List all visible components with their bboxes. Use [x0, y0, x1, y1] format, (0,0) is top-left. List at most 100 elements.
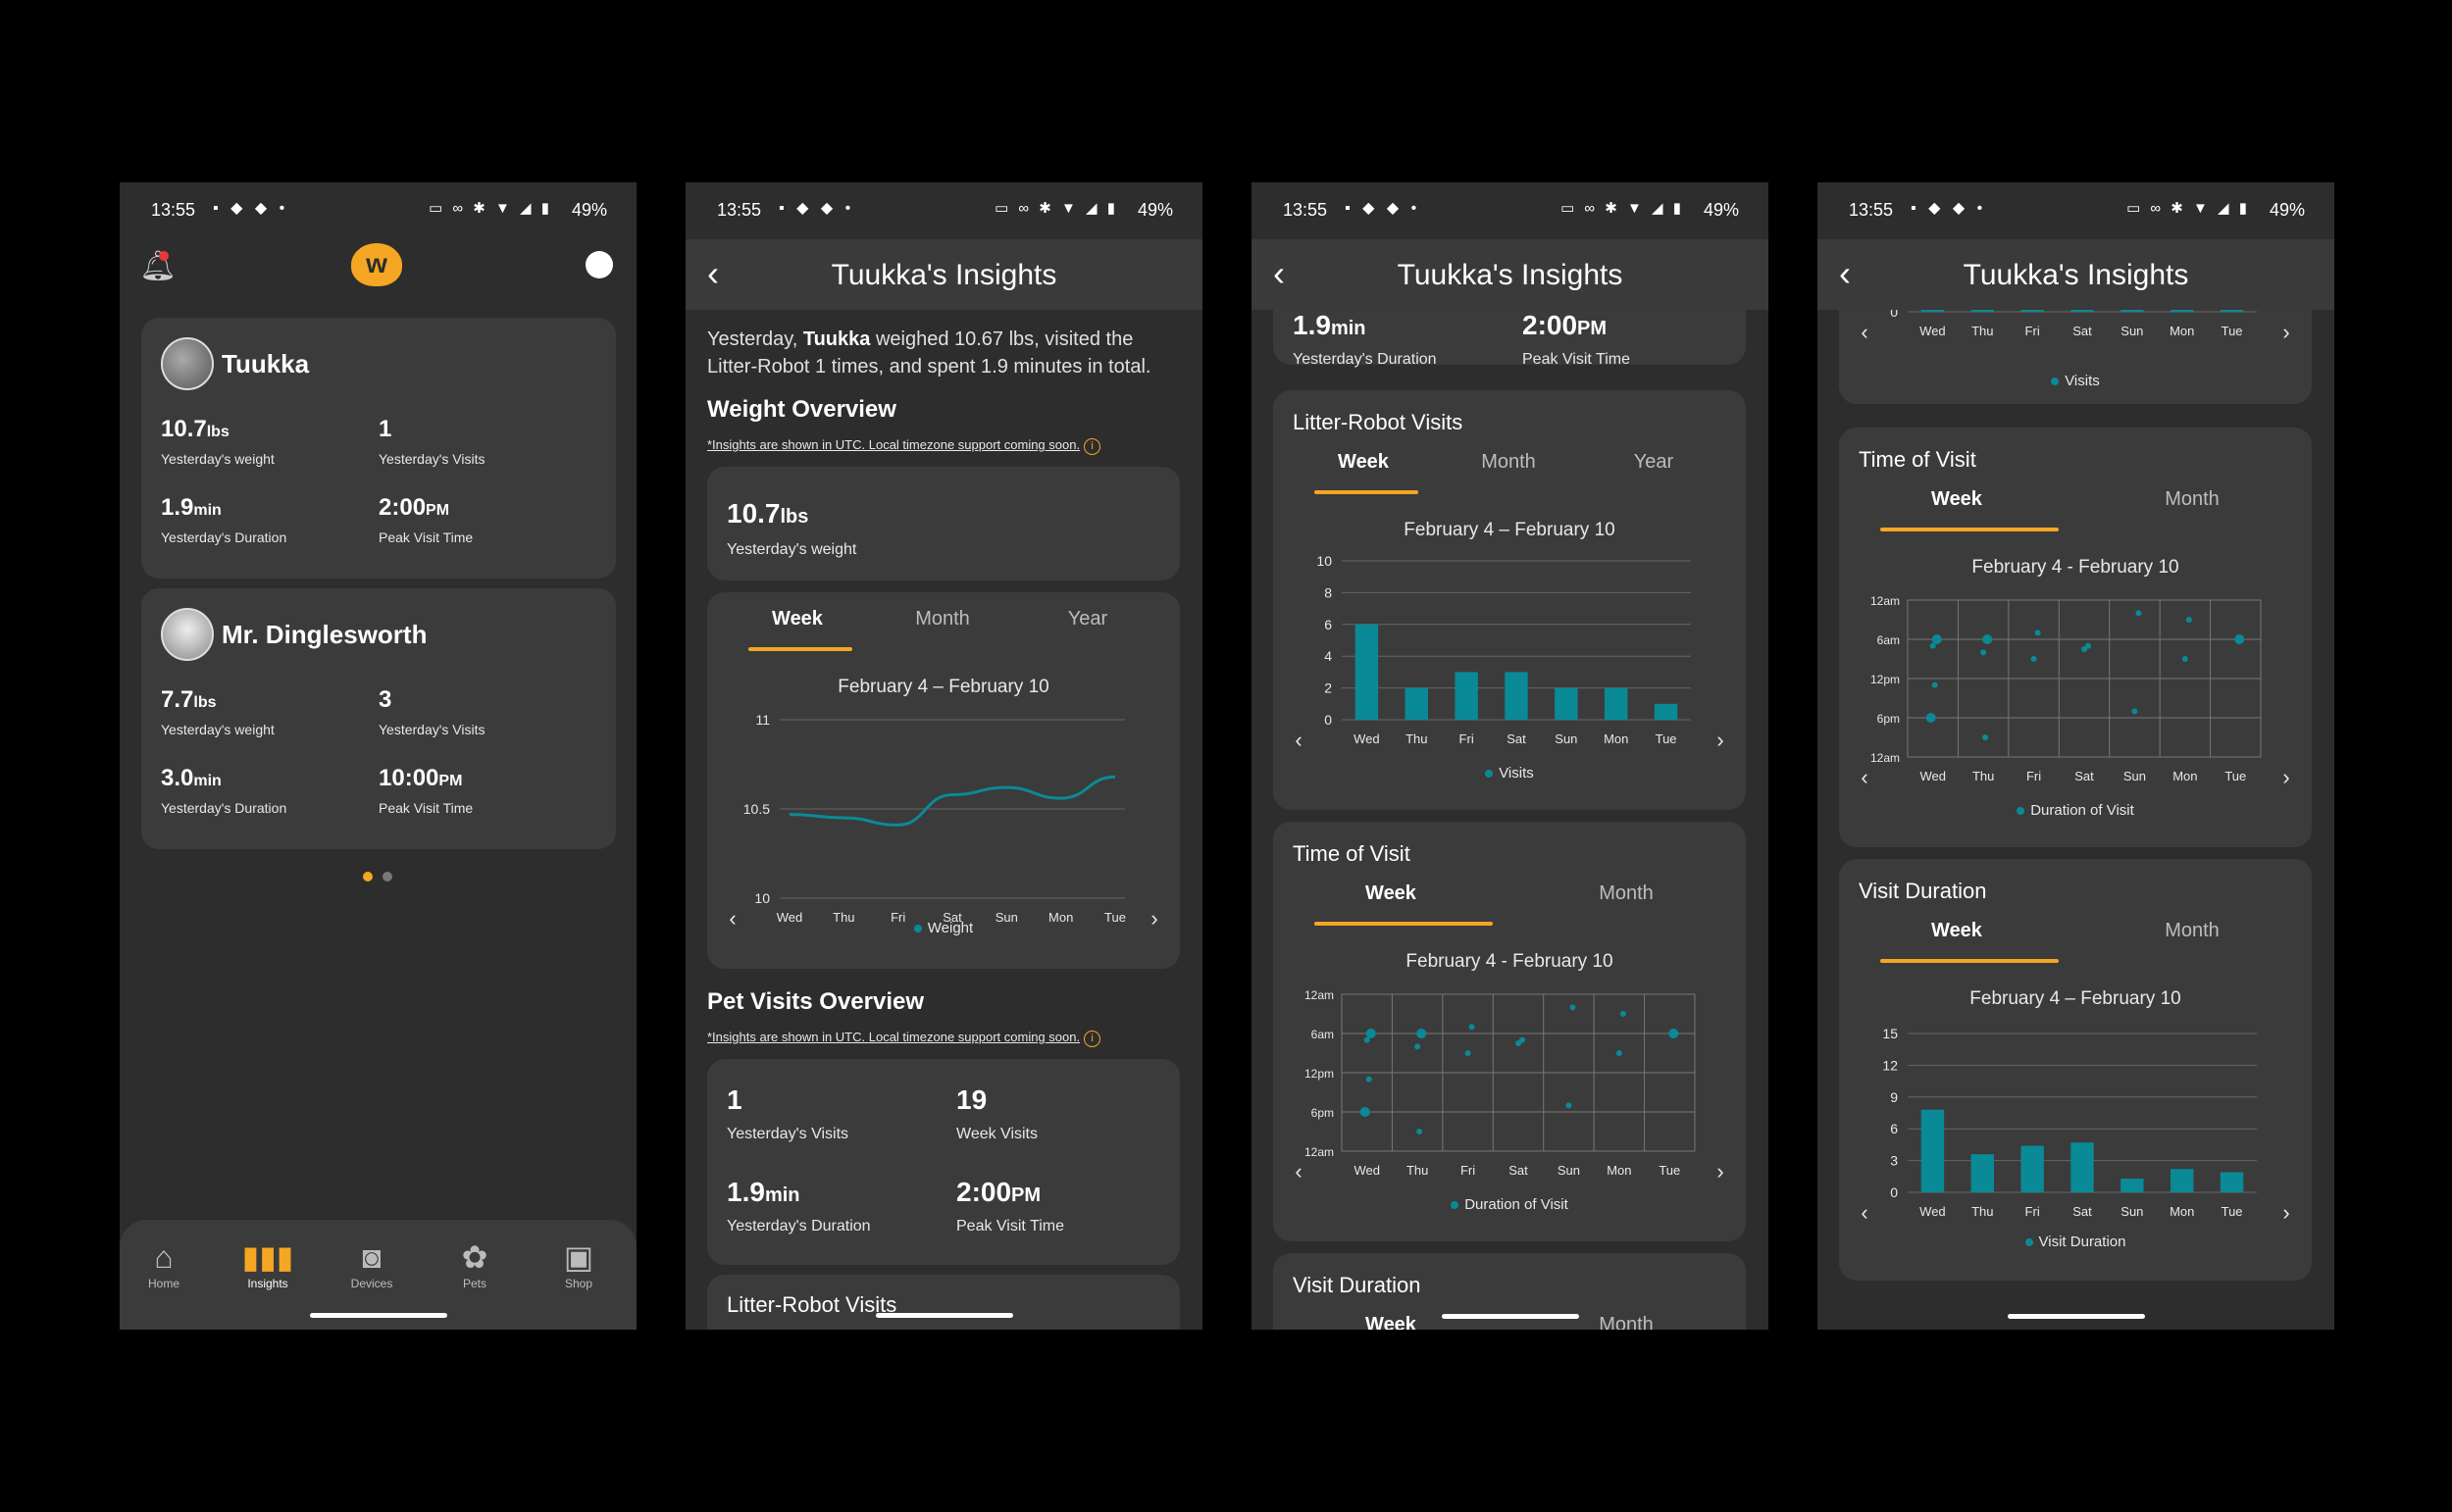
duration-stat: 3.0min Yesterday's Duration: [161, 765, 286, 816]
y-tick-label: 12am: [1870, 751, 1900, 765]
tab-month[interactable]: Month: [1599, 882, 1654, 904]
pet-visits-overview-heading: Pet Visits Overview: [707, 988, 925, 1015]
visit-point: [1464, 1050, 1471, 1056]
visit-point: [1416, 1129, 1423, 1134]
prev-week-arrow-icon[interactable]: ‹: [1295, 728, 1302, 752]
shopping-bag-icon: ▣: [563, 1239, 594, 1275]
x-tick-label: Sat: [2072, 1204, 2092, 1219]
nav-pets[interactable]: ✿ Pets: [431, 1237, 519, 1290]
bar: [1605, 687, 1628, 720]
legend-label: Duration of Visit: [1464, 1196, 1568, 1213]
y-tick-label: 6pm: [1877, 712, 1900, 726]
bar: [2171, 1169, 2194, 1192]
pet-name: Tuukka: [222, 349, 310, 378]
prev-week-arrow-icon[interactable]: ‹: [1861, 765, 1867, 789]
info-icon[interactable]: i: [1084, 438, 1101, 455]
x-tick-label: Sun: [2123, 769, 2146, 783]
tab-week[interactable]: Week: [1338, 451, 1389, 473]
weight-card: 10.7lbs Yesterday's weight: [707, 467, 1180, 580]
x-tick-label: Thu: [1405, 731, 1427, 746]
tab-week[interactable]: Week: [772, 608, 823, 630]
phone-insights-middle: 13:55 ▪ ◆ ◆ • ▭ ∞ ✱ ▼ ◢ ▮ 49% ‹ Tuukka's…: [1252, 182, 1768, 1330]
back-arrow-icon[interactable]: ‹: [1273, 253, 1285, 293]
next-week-arrow-icon[interactable]: ›: [2282, 1200, 2289, 1225]
tab-month[interactable]: Month: [1481, 451, 1536, 473]
visits-stat: 3 Yesterday's Visits: [379, 686, 485, 737]
back-arrow-icon[interactable]: ‹: [1839, 253, 1851, 293]
nav-shop[interactable]: ▣ Shop: [535, 1237, 623, 1290]
prev-week-arrow-icon[interactable]: ‹: [1861, 320, 1867, 344]
tab-month[interactable]: Month: [2165, 920, 2220, 941]
tab-year[interactable]: Year: [1067, 608, 1108, 630]
time-of-visit-card: Time of Visit Week Month February 4 - Fe…: [1273, 822, 1746, 1241]
y-tick-label: 6pm: [1311, 1106, 1334, 1120]
visit-point: [2234, 634, 2245, 644]
pet-avatar: [161, 608, 214, 661]
utc-note: *Insights are shown in UTC. Local timezo…: [707, 1030, 1101, 1047]
prev-week-arrow-icon[interactable]: ‹: [729, 906, 736, 931]
x-tick-label: Sat: [1507, 731, 1526, 746]
prev-week-arrow-icon[interactable]: ‹: [1861, 1200, 1867, 1225]
bar: [1970, 1154, 1994, 1192]
status-time: 13:55: [717, 200, 762, 220]
visit-point: [2131, 708, 2138, 715]
info-icon[interactable]: i: [1084, 1031, 1101, 1047]
nav-home[interactable]: ⌂ Home: [120, 1237, 208, 1290]
peak-stat: 2:00PM Peak Visit Time: [956, 1177, 1064, 1235]
legend-label: Visits: [2065, 373, 2100, 389]
notification-icons: ▪ ◆ ◆ •: [1911, 200, 1987, 217]
duration-label: Yesterday's Duration: [161, 800, 287, 816]
visit-point: [1515, 1040, 1521, 1046]
litter-robot-visits-card: Litter-Robot Visits: [707, 1275, 1180, 1330]
y-tick-label: 0: [1890, 304, 1898, 320]
next-week-arrow-icon[interactable]: ›: [2282, 765, 2289, 789]
duration-unit: min: [193, 773, 222, 789]
nav-devices[interactable]: ◙ Devices: [328, 1237, 416, 1290]
weight-label: Yesterday's weight: [161, 722, 275, 737]
page-title: Tuukka's Insights: [1397, 259, 1623, 291]
visit-point: [1416, 1029, 1427, 1038]
tab-month[interactable]: Month: [1599, 1314, 1654, 1330]
pet-card-tuukka[interactable]: Tuukka 10.7lbs Yesterday's weight 1 Yester…: [141, 318, 616, 579]
tab-week[interactable]: Week: [1931, 488, 1982, 510]
visits-label: Yesterday's Visits: [727, 1126, 849, 1142]
paw-icon: ✿: [461, 1239, 488, 1275]
status-time: 13:55: [1283, 200, 1328, 220]
back-arrow-icon[interactable]: ‹: [707, 253, 719, 293]
y-tick-label: 3: [1890, 1153, 1898, 1169]
tab-week[interactable]: Week: [1931, 920, 1982, 941]
duration-label: Yesterday's Duration: [1293, 351, 1437, 368]
tab-week[interactable]: Week: [1365, 882, 1416, 904]
legend-dot: [2017, 807, 2025, 816]
next-week-arrow-icon[interactable]: ›: [1716, 1159, 1723, 1184]
page-dot-active: [363, 872, 373, 882]
visit-point: [1363, 1036, 1370, 1043]
next-week-arrow-icon[interactable]: ›: [2282, 320, 2289, 344]
date-range: February 4 – February 10: [1404, 520, 1615, 540]
weight-stat: 10.7lbs: [727, 498, 808, 529]
weight-label: Yesterday's weight: [161, 451, 275, 467]
duration-unit: min: [1330, 318, 1366, 339]
y-tick-label: 10.5: [743, 801, 770, 817]
visit-point: [2034, 630, 2041, 636]
next-week-arrow-icon[interactable]: ›: [1150, 906, 1157, 931]
next-week-arrow-icon[interactable]: ›: [1716, 728, 1723, 752]
peak-value: 2:00: [956, 1177, 1012, 1207]
page-title: Tuukka's Insights: [1963, 259, 2189, 291]
y-tick-label: 0: [1890, 1184, 1898, 1200]
tab-month[interactable]: Month: [2165, 488, 2220, 510]
x-tick-label: Sun: [1558, 1163, 1580, 1178]
home-indicator: [2007, 1314, 2145, 1319]
tab-month[interactable]: Month: [915, 608, 970, 630]
tab-week[interactable]: Week: [1365, 1314, 1416, 1330]
notification-bell-icon[interactable]: 🔔︎: [139, 250, 178, 282]
prev-week-arrow-icon[interactable]: ‹: [1295, 1159, 1302, 1184]
nav-insights[interactable]: ▮▮▮ Insights: [224, 1237, 312, 1290]
pet-card-mr-dinglesworth[interactable]: Mr. Dinglesworth 7.7lbs Yesterday's weigh…: [141, 588, 616, 849]
duration-value: 3.0: [161, 765, 194, 791]
y-tick-label: 6: [1890, 1121, 1898, 1136]
visit-point: [1365, 1076, 1372, 1083]
account-icon[interactable]: [586, 251, 613, 278]
bar: [1920, 1109, 1945, 1192]
tab-year[interactable]: Year: [1633, 451, 1674, 473]
